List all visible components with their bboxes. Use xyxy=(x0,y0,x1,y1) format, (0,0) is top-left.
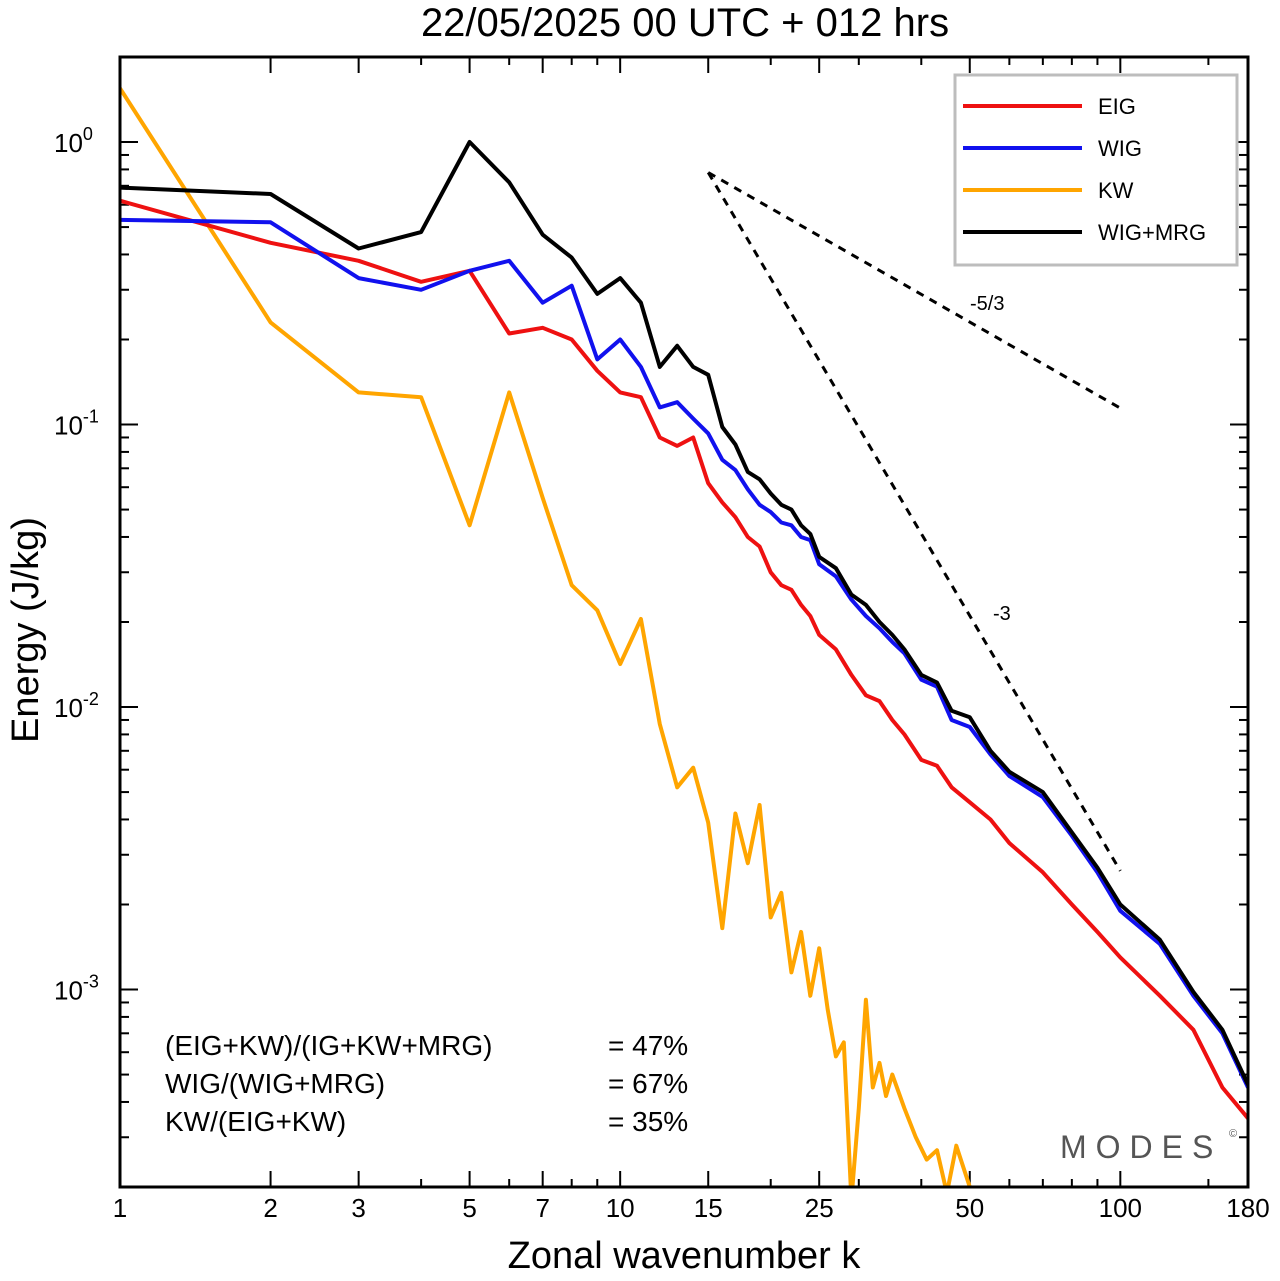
legend-label: KW xyxy=(1098,178,1134,203)
y-tick-exponent: -1 xyxy=(83,407,99,427)
slope-label: -5/3 xyxy=(970,293,1004,315)
x-tick-label: 50 xyxy=(955,1193,984,1223)
copyright-symbol: © xyxy=(1229,1128,1237,1140)
y-tick-exponent: -3 xyxy=(83,972,99,992)
slope-line xyxy=(707,171,1122,410)
x-tick-label: 25 xyxy=(805,1193,834,1223)
legend: EIG WIG KW WIG+MRG xyxy=(953,73,1239,267)
series-line-kw xyxy=(120,87,972,1187)
x-tick-label: 1 xyxy=(113,1193,127,1223)
legend-label: EIG xyxy=(1098,94,1136,119)
series-line-wig xyxy=(120,217,1248,1089)
ratio-label: (EIG+KW)/(IG+KW+MRG) xyxy=(165,1030,492,1061)
y-tick-base: 10 xyxy=(54,128,83,158)
slope-label: -3 xyxy=(993,603,1011,625)
x-tick-label: 100 xyxy=(1099,1193,1142,1223)
ratio-value: = 35% xyxy=(608,1106,688,1137)
y-tick-label: 100 xyxy=(54,124,93,158)
x-tick-label: 3 xyxy=(351,1193,365,1223)
slope-line xyxy=(706,171,1122,872)
y-tick-label: 10-1 xyxy=(54,407,99,441)
ratio-label: WIG/(WIG+MRG) xyxy=(165,1068,385,1099)
x-tick-label: 5 xyxy=(462,1193,476,1223)
modes-watermark: MODES xyxy=(1060,1129,1222,1165)
plot-frame xyxy=(118,55,1250,1189)
y-axis-title: Energy (J/kg) xyxy=(5,517,47,743)
series-line-eig xyxy=(120,198,1248,1120)
x-axis-title: Zonal wavenumber k xyxy=(508,1235,862,1277)
y-tick-base: 10 xyxy=(54,693,83,723)
y-tick-base: 10 xyxy=(54,411,83,441)
series-line-wig-mrg xyxy=(120,140,1248,1086)
ratio-value: = 47% xyxy=(608,1030,688,1061)
ratio-annotations: (EIG+KW)/(IG+KW+MRG) = 47% WIG/(WIG+MRG) = … xyxy=(165,1030,688,1137)
y-tick-exponent: 0 xyxy=(83,124,93,144)
legend-label: WIG xyxy=(1098,136,1142,161)
reference-slopes: -5/3 -3 xyxy=(706,171,1122,872)
x-tick-label: 180 xyxy=(1226,1193,1269,1223)
legend-label: WIG+MRG xyxy=(1098,220,1206,245)
y-tick-label: 10-3 xyxy=(54,972,99,1006)
ratio-label: KW/(EIG+KW) xyxy=(165,1106,346,1137)
x-tick-label: 7 xyxy=(535,1193,549,1223)
ratio-value: = 67% xyxy=(608,1068,688,1099)
x-tick-label: 2 xyxy=(263,1193,277,1223)
x-tick-label: 15 xyxy=(694,1193,723,1223)
data-series xyxy=(120,87,1248,1187)
y-tick-label: 10-2 xyxy=(54,689,99,723)
chart-title: 22/05/2025 00 UTC + 012 hrs xyxy=(421,1,949,45)
y-tick-base: 10 xyxy=(54,976,83,1006)
y-tick-exponent: -2 xyxy=(83,689,99,709)
x-tick-label: 10 xyxy=(606,1193,635,1223)
